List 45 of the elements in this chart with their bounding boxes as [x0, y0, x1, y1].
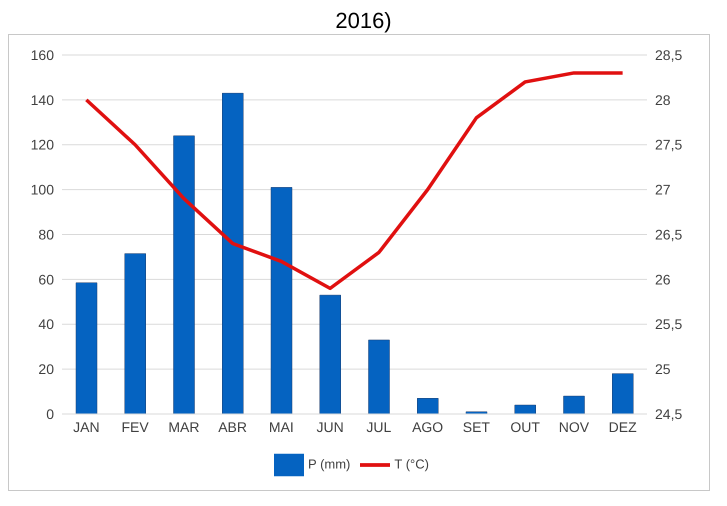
y2-tick-label: 28: [655, 92, 671, 108]
y-tick-label: 60: [38, 271, 54, 288]
x-tick-label: JUN: [316, 418, 344, 435]
y2-tick-label: 25,5: [655, 316, 682, 332]
y-tick-label: 20: [38, 361, 54, 378]
bar: [563, 396, 585, 414]
x-tick-label: NOV: [558, 418, 590, 435]
y-tick-label: 160: [30, 46, 54, 63]
line-series: [84, 71, 624, 290]
y2-tick-label: 28,5: [655, 46, 682, 63]
bar: [124, 253, 146, 414]
y2-tick-label: 26: [655, 271, 671, 288]
x-tick-label: FEV: [122, 418, 150, 435]
bar: [173, 136, 195, 414]
x-tick-label: ABR: [218, 418, 248, 435]
y2-tick-label: 27,5: [655, 136, 682, 153]
y-tick-label: 80: [38, 226, 54, 242]
legend-label: P (mm): [308, 456, 350, 472]
x-tick-label: JUL: [366, 418, 392, 435]
y2-tick-label: 27: [655, 182, 671, 198]
bar: [368, 340, 390, 414]
y-tick-label: 100: [30, 182, 54, 198]
x-tick-label: DEZ: [608, 418, 638, 435]
bar: [320, 294, 341, 414]
chart-title: 2016): [334, 8, 393, 34]
y2-tick-label: 24,5: [655, 406, 682, 422]
y-tick-label: 120: [30, 136, 54, 153]
bar: [514, 404, 536, 414]
y-tick-label: 140: [30, 92, 54, 108]
x-tick-label: SET: [462, 418, 490, 435]
x-tick-label: MAR: [168, 418, 200, 435]
bar: [612, 373, 634, 414]
bar: [417, 398, 438, 414]
x-tick-label: MAI: [268, 418, 294, 435]
legend-label: T (°C): [394, 456, 429, 472]
x-tick-label: JAN: [73, 418, 100, 435]
bar: [222, 92, 244, 414]
x-tick-label: OUT: [510, 418, 540, 435]
x-tick-label: AGO: [412, 418, 444, 435]
y-tick-label: 0: [46, 406, 54, 422]
bar: [76, 282, 98, 414]
bar: [270, 187, 292, 414]
y2-tick-label: 25: [655, 361, 671, 378]
y2-tick-label: 26,5: [655, 226, 682, 242]
y-tick-label: 40: [38, 316, 54, 332]
